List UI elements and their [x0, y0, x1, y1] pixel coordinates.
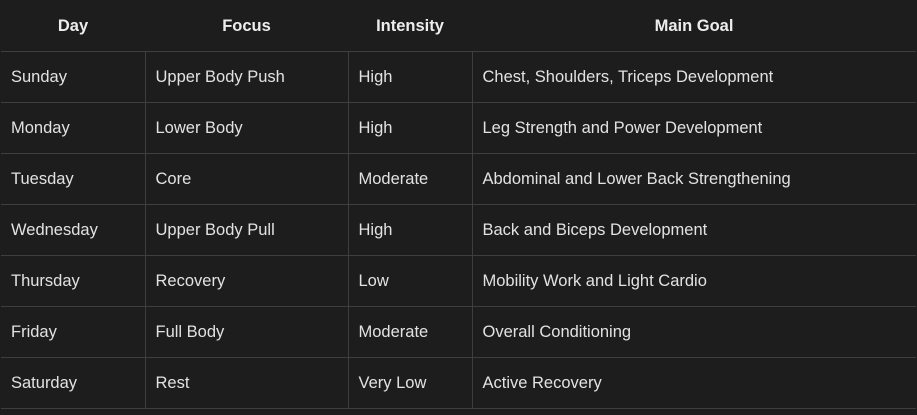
cell-intensity: Moderate	[348, 153, 473, 205]
cell-main-goal: Leg Strength and Power Development	[472, 102, 916, 154]
cell-day: Monday	[1, 102, 146, 154]
cell-focus: Rest	[145, 357, 349, 409]
header-row: Day Focus Intensity Main Goal	[1, 1, 916, 52]
cell-day: Saturday	[1, 357, 146, 409]
cell-intensity: High	[348, 102, 473, 154]
cell-day: Tuesday	[1, 153, 146, 205]
cell-intensity: High	[348, 51, 473, 103]
cell-focus: Lower Body	[145, 102, 349, 154]
cell-main-goal: Overall Conditioning	[472, 306, 916, 358]
table-row: Tuesday Core Moderate Abdominal and Lowe…	[1, 153, 916, 205]
cell-focus: Upper Body Push	[145, 51, 349, 103]
table-row: Wednesday Upper Body Pull High Back and …	[1, 204, 916, 256]
cell-intensity: Moderate	[348, 306, 473, 358]
header-focus: Focus	[145, 1, 348, 52]
cell-focus: Recovery	[145, 255, 349, 307]
cell-focus: Upper Body Pull	[145, 204, 349, 256]
cell-day: Sunday	[1, 51, 146, 103]
cell-intensity: Low	[348, 255, 473, 307]
header-intensity: Intensity	[348, 1, 472, 52]
cell-intensity: High	[348, 204, 473, 256]
cell-main-goal: Active Recovery	[472, 357, 916, 409]
cell-focus: Core	[145, 153, 349, 205]
cell-main-goal: Chest, Shoulders, Triceps Development	[472, 51, 916, 103]
cell-main-goal: Abdominal and Lower Back Strengthening	[472, 153, 916, 205]
cell-day: Wednesday	[1, 204, 146, 256]
cell-intensity: Very Low	[348, 357, 473, 409]
table-header: Day Focus Intensity Main Goal	[1, 1, 916, 52]
table-row: Friday Full Body Moderate Overall Condit…	[1, 306, 916, 358]
cell-main-goal: Mobility Work and Light Cardio	[472, 255, 916, 307]
cell-focus: Full Body	[145, 306, 349, 358]
table-row: Sunday Upper Body Push High Chest, Shoul…	[1, 51, 916, 103]
table-row: Thursday Recovery Low Mobility Work and …	[1, 255, 916, 307]
cell-main-goal: Back and Biceps Development	[472, 204, 916, 256]
cell-day: Friday	[1, 306, 146, 358]
header-day: Day	[1, 1, 145, 52]
header-main-goal: Main Goal	[472, 1, 916, 52]
table-body: Sunday Upper Body Push High Chest, Shoul…	[1, 51, 916, 409]
table-row: Monday Lower Body High Leg Strength and …	[1, 102, 916, 154]
table-row: Saturday Rest Very Low Active Recovery	[1, 357, 916, 409]
cell-day: Thursday	[1, 255, 146, 307]
